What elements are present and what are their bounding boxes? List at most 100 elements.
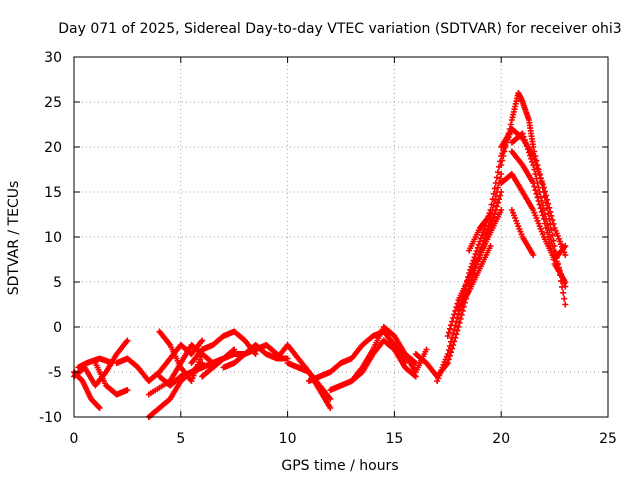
data-point xyxy=(444,351,451,357)
series-track-3 xyxy=(92,360,131,398)
data-point xyxy=(477,235,484,242)
data-point xyxy=(496,196,503,203)
series-track-22 xyxy=(455,243,494,312)
data-point xyxy=(544,196,551,203)
data-point xyxy=(498,162,505,168)
data-point xyxy=(537,193,544,200)
data-point xyxy=(472,251,479,258)
data-point xyxy=(533,175,540,182)
data-point xyxy=(501,148,508,155)
data-point xyxy=(446,342,453,349)
x-tick-label: 20 xyxy=(492,431,510,447)
chart-title: Day 071 of 2025, Sidereal Day-to-day VTE… xyxy=(58,21,621,37)
series-track-12 xyxy=(220,342,280,371)
data-point xyxy=(448,338,455,345)
grid xyxy=(74,57,608,417)
data-point xyxy=(562,301,569,308)
data-point xyxy=(445,346,452,353)
series-track-10 xyxy=(188,328,259,366)
data-point xyxy=(497,192,504,199)
data-point xyxy=(492,207,499,213)
data-point xyxy=(451,326,458,333)
data-point xyxy=(458,311,465,318)
data-point xyxy=(538,208,545,215)
data-point xyxy=(536,201,543,208)
data-point xyxy=(473,247,480,254)
data-point xyxy=(470,257,477,264)
data-point xyxy=(491,185,498,192)
data-point xyxy=(487,211,494,218)
data-point xyxy=(450,315,457,321)
data-point xyxy=(545,200,552,207)
series-track-23 xyxy=(466,207,505,281)
data-point xyxy=(452,307,459,314)
data-point xyxy=(541,220,548,227)
data-point xyxy=(560,289,567,296)
data-point xyxy=(536,171,543,178)
series-track-2 xyxy=(71,369,103,411)
x-tick-label: 0 xyxy=(70,431,79,447)
data-point xyxy=(546,204,553,211)
data-point xyxy=(411,359,418,366)
data-point xyxy=(95,404,102,411)
data-point xyxy=(544,229,551,236)
series-track-15 xyxy=(305,328,409,384)
data-point xyxy=(449,318,456,325)
data-point xyxy=(530,144,537,150)
data-point xyxy=(494,184,501,191)
data-point xyxy=(498,171,505,177)
data-point xyxy=(532,187,539,194)
data-point xyxy=(520,133,527,140)
data-point xyxy=(523,143,530,150)
data-point xyxy=(550,220,557,227)
x-axis: 0 5 10 15 20 25 xyxy=(70,57,617,447)
x-axis-title: GPS time / hours xyxy=(281,458,398,474)
data-point xyxy=(528,155,535,162)
data-point xyxy=(499,157,506,164)
data-point xyxy=(480,229,487,236)
data-point xyxy=(459,307,466,314)
data-point xyxy=(493,203,500,210)
data-point xyxy=(494,169,501,176)
data-point xyxy=(450,330,457,337)
data-point xyxy=(124,337,131,344)
data-point xyxy=(444,333,451,339)
data-point xyxy=(450,342,457,348)
data-point xyxy=(562,279,569,285)
data-point xyxy=(519,130,526,137)
data-point xyxy=(448,322,455,329)
data-point xyxy=(539,212,546,219)
data-point xyxy=(562,252,569,258)
data-point xyxy=(543,225,550,231)
series-track-28 xyxy=(498,171,569,263)
data-point xyxy=(478,232,485,239)
data-point xyxy=(532,171,539,177)
data-point xyxy=(199,337,206,344)
data-point xyxy=(411,372,418,379)
data-point xyxy=(530,252,537,258)
y-tick-label: 5 xyxy=(53,275,62,291)
data-point xyxy=(476,238,483,245)
y-tick-label: -5 xyxy=(48,365,62,381)
data-point xyxy=(456,319,463,326)
data-point xyxy=(522,139,529,146)
x-tick-label: 10 xyxy=(279,431,297,447)
series-track-29 xyxy=(508,207,537,258)
y-tick-label: 20 xyxy=(44,140,62,156)
data-point xyxy=(446,325,453,332)
data-point xyxy=(536,189,543,195)
data-point xyxy=(531,166,538,173)
x-tick-label: 5 xyxy=(176,431,185,447)
data-point xyxy=(475,241,482,248)
series-track-18 xyxy=(391,342,430,375)
data-point xyxy=(449,334,456,341)
data-point xyxy=(524,146,531,153)
data-point xyxy=(493,174,500,181)
y-tick-label: 30 xyxy=(44,50,62,66)
data-point xyxy=(534,165,541,172)
data-point xyxy=(96,405,103,411)
data-point xyxy=(533,190,540,197)
data-point xyxy=(445,329,452,336)
data-point xyxy=(547,208,554,215)
data-point xyxy=(444,360,451,366)
